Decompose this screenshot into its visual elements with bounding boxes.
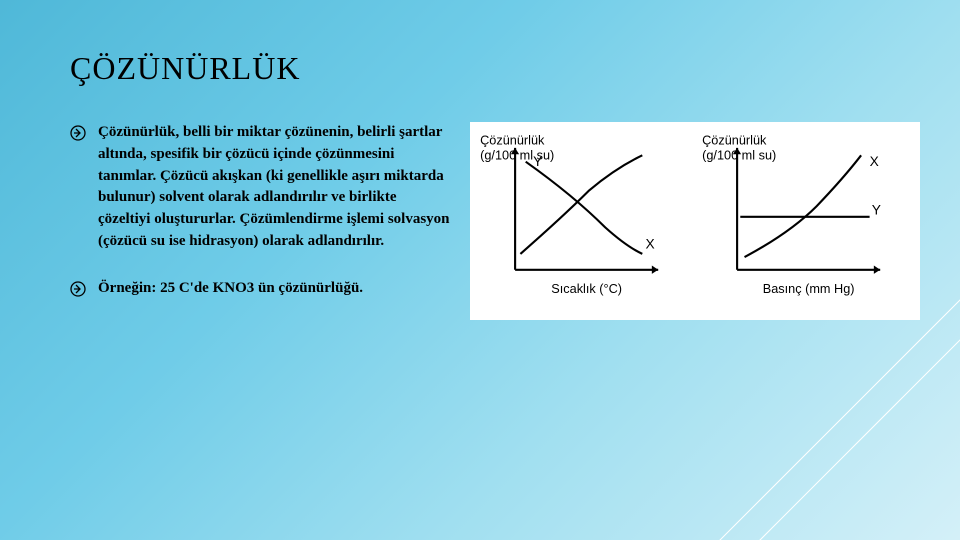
text-column: Çözünürlük, belli bir miktar çözünenin, …: [70, 122, 450, 324]
svg-text:Çözünürlük: Çözünürlük: [480, 133, 545, 148]
svg-text:Çözünürlük: Çözünürlük: [702, 133, 767, 148]
bullet-item: Çözünürlük, belli bir miktar çözünenin, …: [70, 122, 450, 253]
bullet-item: Örneğin: 25 C'de KNO3 ün çözünürlüğü.: [70, 278, 450, 300]
svg-text:X: X: [645, 237, 654, 252]
chart-svg-temperature: YXÇözünürlük(g/100 ml su)Sıcaklık (°C): [478, 132, 690, 312]
chart-pressure: X Y Çözünürlük(g/100 ml su) Basınç (mm Hg): [700, 132, 912, 312]
svg-text:Basınç (mm Hg): Basınç (mm Hg): [763, 281, 855, 296]
slide: ÇÖZÜNÜRLÜK Çözünürlük, belli bir miktar …: [0, 0, 960, 540]
svg-text:Sıcaklık (°C): Sıcaklık (°C): [551, 281, 622, 296]
svg-text:(g/100 ml su): (g/100 ml su): [702, 148, 776, 163]
svg-text:Y: Y: [872, 203, 881, 218]
bullet-text: Çözünürlük, belli bir miktar çözünenin, …: [98, 122, 450, 253]
chart-temperature: YXÇözünürlük(g/100 ml su)Sıcaklık (°C): [478, 132, 690, 312]
svg-text:X: X: [870, 154, 879, 169]
slide-title: ÇÖZÜNÜRLÜK: [70, 50, 920, 87]
svg-text:(g/100 ml su): (g/100 ml su): [480, 148, 554, 163]
bullet-text: Örneğin: 25 C'de KNO3 ün çözünürlüğü.: [98, 278, 363, 300]
bullet-arrow-icon: [70, 281, 86, 297]
content-row: Çözünürlük, belli bir miktar çözünenin, …: [70, 122, 920, 324]
chart-column: YXÇözünürlük(g/100 ml su)Sıcaklık (°C) X…: [470, 122, 920, 320]
chart-svg-pressure: X Y Çözünürlük(g/100 ml su) Basınç (mm Hg): [700, 132, 912, 312]
bullet-arrow-icon: [70, 125, 86, 141]
